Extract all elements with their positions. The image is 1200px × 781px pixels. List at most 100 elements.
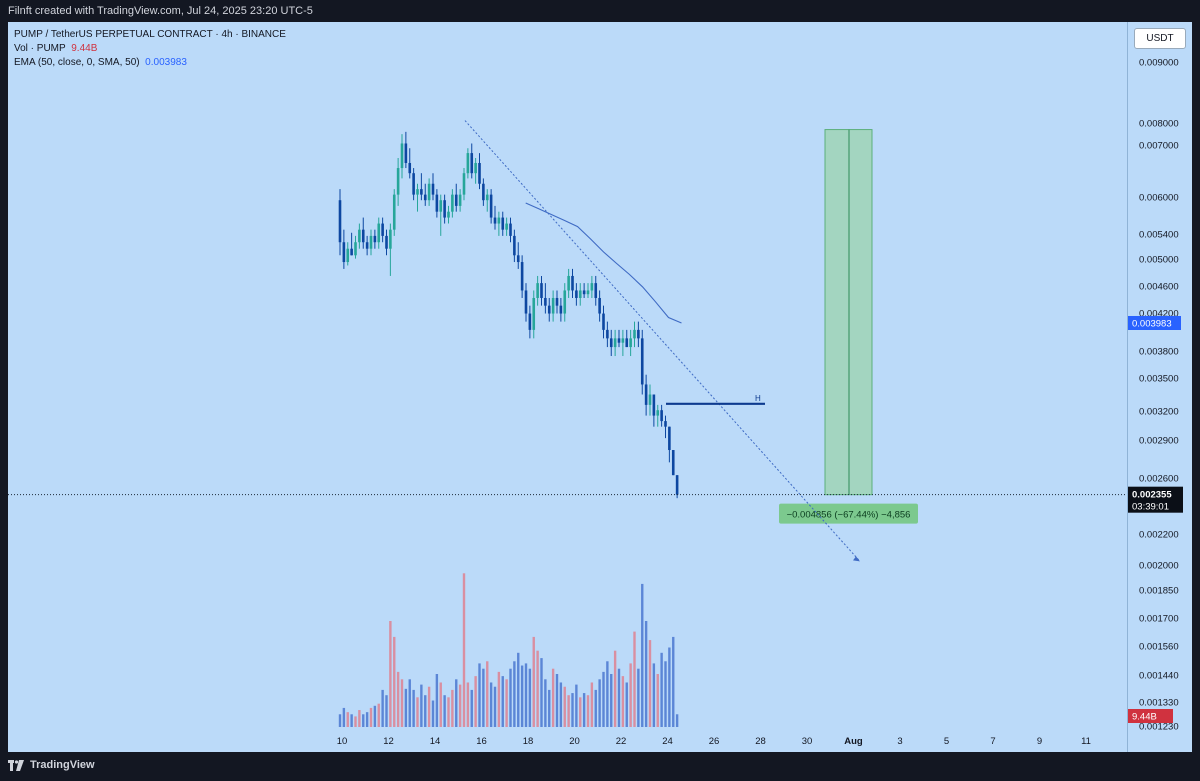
volume-bar bbox=[668, 647, 671, 727]
price-tick-label: 0.003200 bbox=[1139, 407, 1179, 418]
volume-bar bbox=[478, 663, 481, 727]
chart-background bbox=[8, 22, 1192, 752]
candle-body bbox=[431, 183, 435, 195]
candle-body bbox=[423, 194, 427, 201]
candle-body bbox=[555, 297, 559, 306]
price-tick-label: 0.006000 bbox=[1139, 193, 1179, 204]
price-tick-label: 0.002000 bbox=[1139, 561, 1179, 572]
candle-body bbox=[435, 194, 439, 212]
candle-body bbox=[420, 189, 423, 195]
countdown-text: 03:39:01 bbox=[1132, 502, 1169, 513]
candle-body bbox=[582, 290, 586, 295]
volume-bar bbox=[439, 682, 442, 727]
trendline[interactable] bbox=[464, 120, 861, 562]
candle-body bbox=[427, 183, 431, 201]
candle-body bbox=[392, 194, 396, 230]
candle-body bbox=[458, 194, 462, 206]
candle-body bbox=[501, 217, 505, 230]
candle-body bbox=[516, 255, 520, 263]
volume-bar bbox=[509, 668, 512, 727]
volume-bar bbox=[466, 682, 470, 727]
candle-body bbox=[373, 235, 377, 243]
horizontal-ray[interactable]: H bbox=[666, 394, 765, 405]
candle-body bbox=[594, 283, 598, 298]
time-tick-label: 14 bbox=[430, 736, 441, 747]
price-tick-label: 0.001700 bbox=[1139, 614, 1179, 625]
ema-price-tag-text: 0.003983 bbox=[1132, 318, 1172, 329]
candle-body bbox=[633, 329, 636, 339]
volume-bar bbox=[544, 679, 547, 727]
candle-body bbox=[408, 162, 412, 174]
candle-body bbox=[400, 143, 404, 169]
volume-bar bbox=[385, 695, 388, 727]
volume-bar bbox=[462, 573, 466, 727]
price-chart[interactable]: −0.004856 (−67.44%) −4,856 H 0.0090000.0… bbox=[8, 22, 1192, 752]
time-tick-label: 28 bbox=[755, 736, 766, 747]
volume-bar bbox=[505, 679, 508, 727]
volume-bar bbox=[416, 697, 419, 727]
symbol-title: PUMP / TetherUS PERPETUAL CONTRACT · 4h … bbox=[14, 29, 286, 40]
candle-body bbox=[571, 275, 574, 291]
volume-bar bbox=[381, 689, 384, 727]
price-scale[interactable]: 0.009000 0.008000 0.007000 0.006000 0.005400… bbox=[1128, 58, 1183, 733]
candle-body bbox=[520, 262, 524, 291]
currency-unit-button[interactable]: USDT bbox=[1134, 28, 1186, 49]
volume-bar bbox=[358, 710, 361, 727]
candle-body bbox=[637, 329, 640, 339]
volume-bar bbox=[528, 668, 532, 727]
candle-body bbox=[540, 283, 543, 298]
price-tick-label: 0.001440 bbox=[1139, 671, 1179, 682]
candle-body bbox=[454, 194, 458, 206]
candle-body bbox=[412, 173, 415, 195]
volume-bar bbox=[427, 686, 431, 727]
volume-bar bbox=[660, 652, 663, 727]
volume-bar bbox=[633, 631, 636, 727]
volume-bar bbox=[486, 661, 489, 727]
volume-tag bbox=[1128, 709, 1173, 723]
price-tick-label: 0.007000 bbox=[1139, 141, 1179, 152]
tradingview-logo[interactable]: TradingView bbox=[8, 759, 95, 771]
volume-bar bbox=[451, 689, 454, 727]
time-tick-label: 30 bbox=[802, 736, 813, 747]
candle-body bbox=[547, 305, 551, 314]
volume-bar bbox=[420, 684, 423, 727]
candle-body bbox=[358, 229, 361, 243]
volume-bar bbox=[532, 636, 535, 727]
candle-body bbox=[544, 297, 547, 306]
candle-body bbox=[443, 200, 446, 218]
measure-label-text: −0.004856 (−67.44%) −4,856 bbox=[787, 510, 911, 521]
candle-body bbox=[675, 475, 679, 495]
trendline-line[interactable] bbox=[464, 120, 861, 562]
volume-bar bbox=[648, 640, 652, 727]
candle-body bbox=[532, 297, 536, 330]
candle-body bbox=[629, 338, 632, 348]
volume-bar bbox=[424, 695, 427, 727]
time-tick-label: 20 bbox=[569, 736, 580, 747]
chart-pane[interactable]: −0.004856 (−67.44%) −4,856 H 0.009000 0.0… bbox=[8, 22, 1192, 752]
time-tick-label: 16 bbox=[476, 736, 487, 747]
volume-bar bbox=[520, 665, 524, 727]
volume-bar bbox=[524, 663, 528, 727]
candle-body bbox=[660, 410, 663, 422]
horizontal-ray-label: H bbox=[755, 394, 761, 403]
tradingview-icon bbox=[8, 759, 24, 771]
volume-bar bbox=[362, 714, 365, 727]
time-scale[interactable]: 10 12 14 16 18 20 22 24 26 28 30 Aug 3 5 7 9 11 bbox=[337, 736, 1091, 747]
candle-body bbox=[439, 200, 443, 212]
volume-bar bbox=[517, 652, 520, 727]
candle-body bbox=[342, 242, 346, 263]
candle-body bbox=[447, 211, 450, 218]
measure-tool[interactable]: −0.004856 (−67.44%) −4,856 bbox=[779, 129, 918, 524]
volume-bar bbox=[586, 695, 590, 727]
volume-bar bbox=[594, 689, 597, 727]
time-tick-label: 11 bbox=[1081, 736, 1091, 747]
volume-bar bbox=[579, 697, 582, 727]
volume-bar bbox=[412, 689, 415, 727]
candle-body bbox=[606, 329, 609, 339]
candle-body bbox=[524, 290, 528, 314]
volume-bar bbox=[536, 650, 539, 727]
volume-bar bbox=[396, 671, 400, 727]
candle-body bbox=[497, 217, 501, 224]
candle-body bbox=[474, 162, 477, 174]
time-tick-label: Aug bbox=[844, 736, 863, 747]
